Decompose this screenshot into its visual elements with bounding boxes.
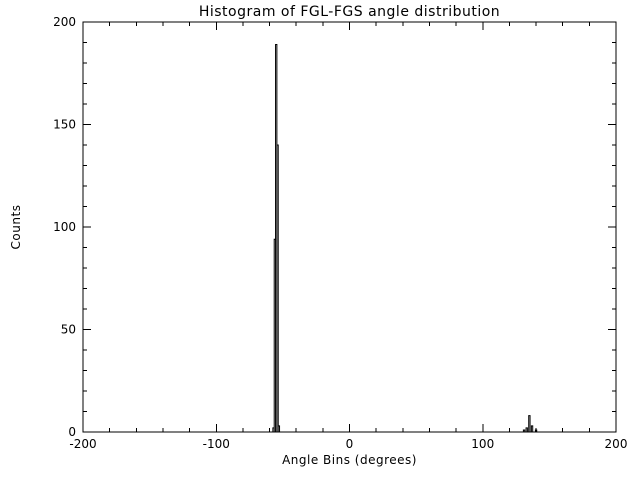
x-tick-label: 100 bbox=[471, 437, 494, 451]
y-tick-label: 50 bbox=[61, 323, 76, 337]
y-tick-label: 100 bbox=[53, 220, 76, 234]
x-tick-label: 200 bbox=[605, 437, 628, 451]
y-tick-label: 200 bbox=[53, 15, 76, 29]
histogram-trace bbox=[83, 44, 616, 433]
y-tick-label: 150 bbox=[53, 118, 76, 132]
x-tick-label: -200 bbox=[69, 437, 96, 451]
chart-title: Histogram of FGL-FGS angle distribution bbox=[198, 4, 501, 20]
x-tick-label: -100 bbox=[203, 437, 230, 451]
axis-frame bbox=[82, 21, 617, 433]
x-axis-label: Angle Bins (degrees) bbox=[282, 453, 417, 467]
x-tick-label: 0 bbox=[346, 437, 354, 451]
y-tick-label: 0 bbox=[68, 425, 76, 439]
y-axis-label: Counts bbox=[9, 204, 23, 250]
